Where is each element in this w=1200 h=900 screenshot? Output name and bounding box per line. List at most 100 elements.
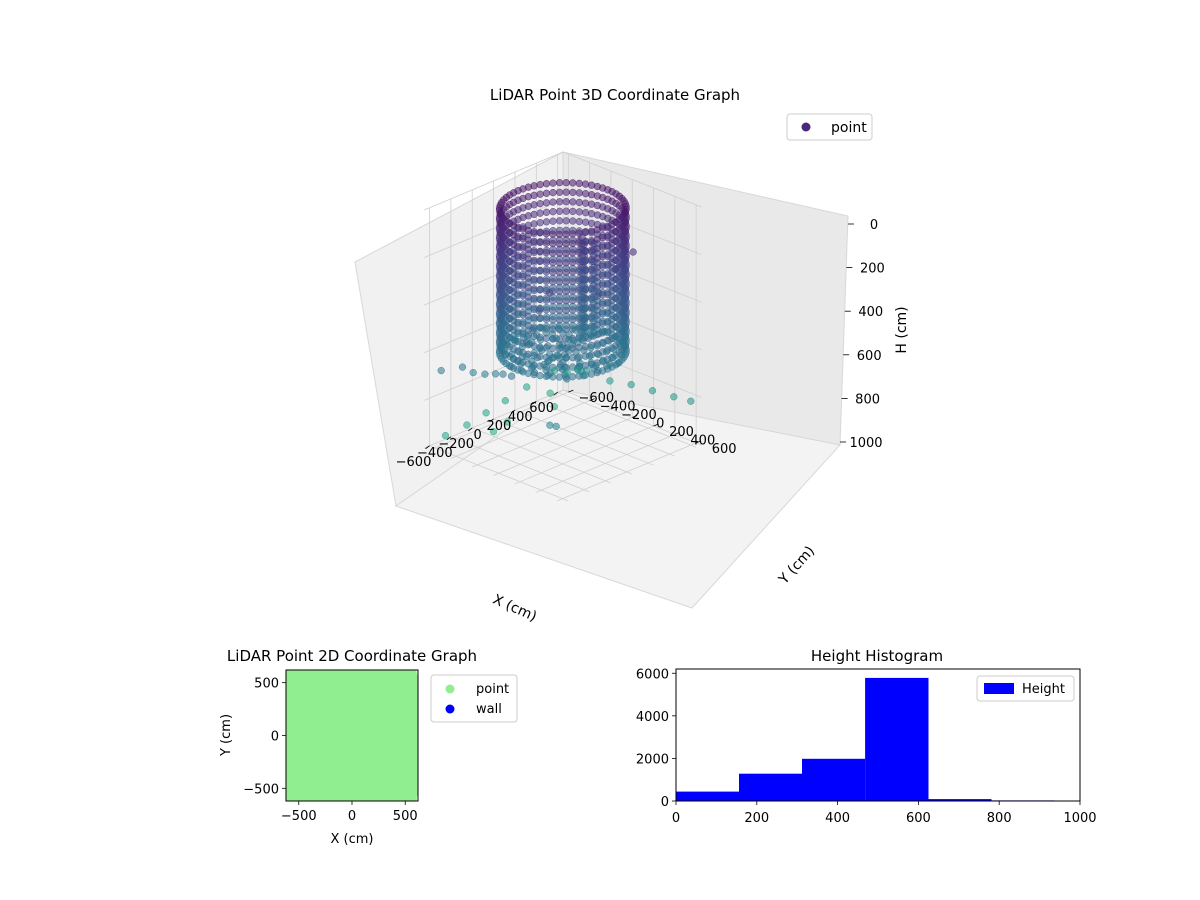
point-3d (549, 227, 557, 235)
point-3d (562, 188, 570, 196)
grid-line-floor-y (514, 425, 654, 485)
y-tick-label-3d: 600 (712, 442, 737, 457)
legend-3d-marker (801, 122, 811, 132)
point-3d (581, 237, 590, 245)
point-3d (606, 377, 614, 385)
point-3d (575, 236, 583, 245)
x-tick-3d (489, 418, 494, 423)
point-3d (549, 236, 557, 244)
point-3d (536, 257, 544, 265)
point-3d (542, 275, 551, 283)
point-3d (575, 284, 583, 292)
point-3d (542, 322, 551, 331)
point-3d (562, 255, 570, 263)
y-tick-label-3d: −600 (578, 391, 614, 406)
point-3d (569, 312, 577, 320)
point-3d (555, 188, 564, 196)
grid-line-left-z (424, 246, 564, 306)
point-3d (536, 238, 544, 246)
point-3d (604, 186, 612, 194)
point-3d (581, 313, 590, 322)
x-tick-3d (532, 400, 537, 405)
point-3d (549, 188, 557, 197)
point-3d (536, 295, 544, 303)
point-3d (536, 180, 544, 189)
point-3d (559, 341, 567, 349)
point-3d (523, 352, 531, 361)
point-3d (562, 207, 570, 215)
point-3d (549, 284, 557, 292)
point-3d (581, 304, 590, 312)
point-3d (536, 200, 544, 208)
point-3d (542, 303, 551, 312)
point-3d (568, 373, 577, 381)
point-3d (604, 319, 612, 327)
point-3d (562, 321, 570, 330)
y-tick-3d (632, 415, 638, 418)
point-3d (536, 266, 544, 274)
point-3d (530, 220, 538, 228)
point-3d (555, 217, 564, 225)
point-3d (542, 284, 551, 293)
point-3d (575, 265, 583, 273)
point-3d (536, 304, 544, 313)
point-3d (549, 265, 557, 273)
legend-3d: point (786, 113, 873, 141)
z-tick-label-3d: 1000 (849, 436, 882, 451)
point-3d (536, 323, 544, 332)
point-3d (489, 427, 498, 436)
grid-line-floor-y (535, 434, 675, 493)
point-3d (555, 293, 564, 301)
point-3d (670, 393, 678, 401)
point-3d (604, 205, 612, 213)
grid-line-left-z (424, 199, 564, 258)
point-3d (555, 207, 564, 215)
pane-floor (394, 389, 841, 609)
legend-3d-box (786, 113, 873, 141)
point-3d (604, 233, 612, 242)
point-3d (569, 226, 577, 235)
point-3d (575, 189, 583, 197)
point-3d (562, 302, 570, 311)
x-tick-3d (425, 445, 430, 450)
y-tick-3d (695, 440, 702, 444)
point-3d (582, 366, 591, 374)
point-3d (627, 380, 635, 389)
point-3d (530, 191, 538, 199)
point-3d (553, 351, 561, 359)
point-3d (575, 313, 583, 321)
x-tick-label-3d: −400 (417, 446, 453, 461)
point-3d (536, 228, 544, 236)
point-3d (542, 246, 551, 255)
point-3d (555, 226, 564, 234)
point-3d (575, 246, 583, 254)
point-3d (569, 264, 577, 273)
y-tick-3d (674, 432, 680, 435)
point-3d (569, 179, 577, 187)
point-3d (575, 208, 583, 216)
point-3d (604, 243, 612, 251)
point-3d (536, 219, 544, 227)
point-3d (604, 309, 612, 318)
z-tick-label-3d: 200 (860, 262, 885, 277)
point-3d (575, 332, 584, 340)
y-axis-label-3d: Y (cm) (775, 543, 818, 588)
point-3d (528, 364, 536, 372)
point-3d (580, 346, 588, 354)
point-3d (581, 218, 590, 226)
point-3d (549, 246, 557, 254)
y-tick-label-3d: 0 (656, 416, 664, 431)
point-3d (581, 190, 590, 198)
point-3d (555, 312, 564, 320)
point-3d (549, 274, 557, 282)
point-3d (569, 283, 577, 292)
points-3d (437, 179, 695, 440)
point-3d (562, 245, 570, 253)
point-3d (481, 370, 489, 378)
point-3d (530, 349, 538, 357)
point-3d (542, 265, 551, 274)
point-3d (587, 359, 595, 367)
point-3d (565, 331, 573, 339)
point-3d (549, 312, 557, 321)
z-axis-label-3d: H (cm) (894, 306, 910, 353)
